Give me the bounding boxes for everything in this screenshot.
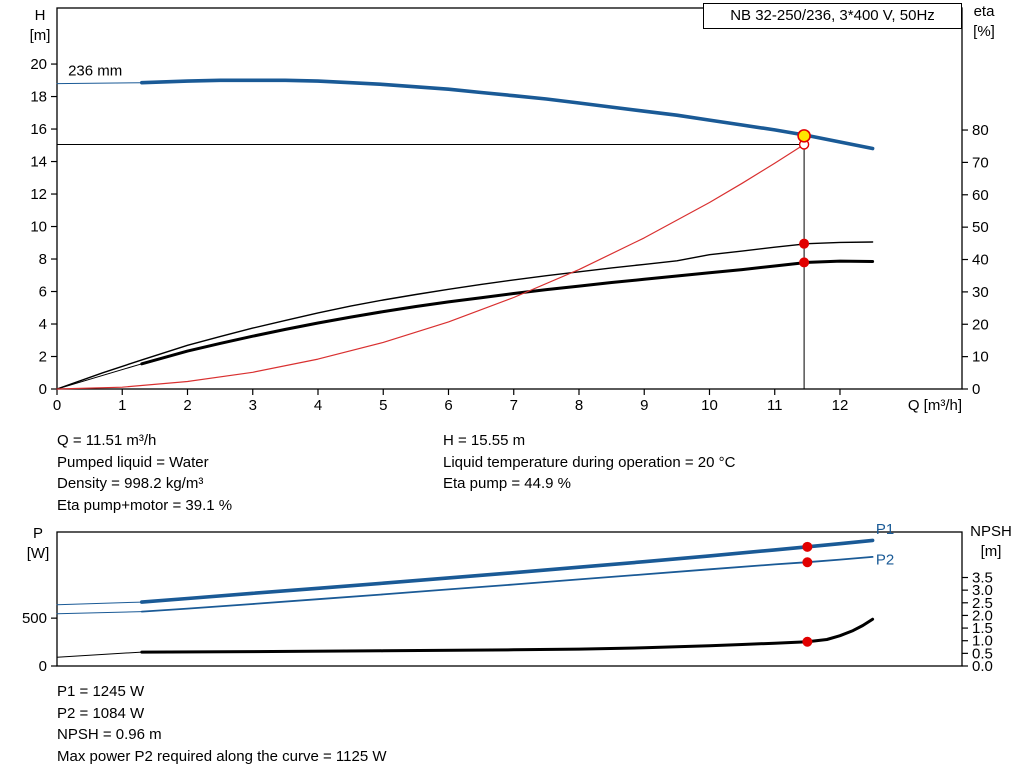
- eta-axis-header: eta [%]: [962, 2, 1006, 42]
- left-axis-tick-label: 500: [22, 610, 47, 627]
- npsh-curve: [140, 617, 875, 654]
- left-axis-tick-label: 0: [39, 381, 47, 398]
- p-axis-unit: [W]: [26, 545, 50, 562]
- eta-pump-duty-dot: [799, 238, 810, 249]
- duty-info-left: Q = 11.51 m³/h Pumped liquid = Water Den…: [57, 430, 232, 516]
- x-axis-tick-label: 1: [118, 397, 126, 414]
- impeller-diameter-label: 236 mm: [68, 63, 122, 80]
- plot-frame: [56, 531, 963, 667]
- right-axis-tick-label: 2.5: [972, 595, 993, 612]
- x-axis-tick-label: 2: [183, 397, 191, 414]
- npsh-axis-unit: [m]: [980, 543, 1002, 560]
- p2-curve-lead: [56, 611, 143, 615]
- p-axis-label: P: [32, 525, 43, 542]
- x-axis-tick-label: 0: [53, 397, 61, 414]
- eta-pump-motor-curve: [140, 259, 875, 366]
- plot-frame: [56, 7, 963, 390]
- p2-curve: [140, 556, 874, 613]
- power-info-block: P1 = 1245 W P2 = 1084 W NPSH = 0.96 m Ma…: [57, 681, 387, 767]
- x-axis-title: Q [m³/h]: [908, 397, 962, 414]
- p1-curve-label: P1: [876, 521, 894, 538]
- right-axis-tick-label: 20: [972, 316, 989, 333]
- left-axis-tick-label: 4: [39, 316, 47, 333]
- x-axis-tick-label: 12: [832, 397, 849, 414]
- eta-pump-motor-duty-dot: [799, 257, 810, 268]
- info-p2: P2 = 1084 W: [57, 704, 145, 722]
- p-axis-header: P [W]: [18, 524, 58, 564]
- right-axis-tick-label: 1.0: [972, 633, 993, 650]
- right-axis-tick-label: 1.5: [972, 620, 993, 637]
- right-axis-tick-label: 3.0: [972, 582, 993, 599]
- h-axis-header: H [m]: [20, 6, 60, 46]
- right-axis-tick-label: 0.0: [972, 658, 993, 675]
- info-liquid-temperature: Liquid temperature during operation = 20…: [443, 453, 736, 471]
- x-axis-tick-label: 10: [701, 397, 718, 414]
- info-p1: P1 = 1245 W: [57, 683, 145, 700]
- right-axis-tick-label: 70: [972, 154, 989, 171]
- x-axis-tick-label: 7: [510, 397, 518, 414]
- x-axis-tick-label: 9: [640, 397, 648, 414]
- x-axis-tick-label: 8: [575, 397, 583, 414]
- h-axis-label: H: [34, 7, 46, 24]
- right-axis-tick-label: 60: [972, 187, 989, 204]
- x-axis-tick-label: 3: [249, 397, 257, 414]
- info-density: Density = 998.2 kg/m³: [57, 475, 204, 492]
- duty-point: [797, 129, 811, 143]
- head-curve-236mm: [140, 78, 875, 151]
- left-axis-tick-label: 12: [30, 186, 47, 203]
- info-flow: Q = 11.51 m³/h: [57, 432, 157, 449]
- right-axis-tick-label: 30: [972, 284, 989, 301]
- eta-axis-unit: [%]: [973, 23, 995, 40]
- left-axis-tick-label: 2: [39, 349, 47, 366]
- left-axis-tick-label: 16: [30, 121, 47, 138]
- x-axis-tick-label: 5: [379, 397, 387, 414]
- npsh-axis-header: NPSH [m]: [962, 522, 1020, 562]
- x-axis-tick-label: 4: [314, 397, 322, 414]
- left-axis-tick-label: 14: [30, 154, 47, 171]
- duty-info-right: H = 15.55 m Liquid temperature during op…: [443, 430, 735, 495]
- info-npsh: NPSH = 0.96 m: [57, 726, 162, 743]
- npsh-axis-label: NPSH: [970, 523, 1012, 540]
- info-pumped-liquid: Pumped liquid = Water: [57, 453, 209, 471]
- right-axis-tick-label: 0.5: [972, 645, 993, 662]
- pump-title-box: NB 32-250/236, 3*400 V, 50Hz: [703, 3, 962, 29]
- info-max-power: Max power P2 required along the curve = …: [57, 747, 387, 765]
- right-axis-tick-label: 10: [972, 349, 989, 366]
- right-axis-tick-label: 3.5: [972, 570, 993, 587]
- p1-duty-dot: [802, 541, 813, 552]
- right-axis-tick-label: 40: [972, 252, 989, 269]
- right-axis-tick-label: 80: [972, 122, 989, 139]
- p2-curve-label: P2: [876, 551, 894, 568]
- head-curve-lead: [56, 82, 143, 85]
- npsh-duty-dot: [802, 636, 813, 647]
- system-curve: [56, 143, 805, 390]
- eta-pump-motor-lead: [56, 363, 143, 390]
- info-head: H = 15.55 m: [443, 432, 526, 449]
- left-axis-tick-label: 8: [39, 251, 47, 268]
- p1-curve-lead: [56, 601, 143, 606]
- npsh-curve-lead: [56, 651, 143, 658]
- right-axis-tick-label: 50: [972, 219, 989, 236]
- info-eta-pump: Eta pump = 44.9 %: [443, 475, 571, 492]
- info-eta-pump-motor: Eta pump+motor = 39.1 %: [57, 496, 233, 514]
- x-axis-tick-label: 6: [444, 397, 452, 414]
- left-axis-tick-label: 10: [30, 219, 47, 236]
- left-axis-tick-label: 20: [30, 56, 47, 73]
- right-axis-tick-label: 2.0: [972, 607, 993, 624]
- right-axis-tick-label: 0: [972, 381, 980, 398]
- eta-pump-curve: [56, 241, 874, 390]
- left-axis-tick-label: 18: [30, 89, 47, 106]
- p2-duty-dot: [802, 557, 813, 568]
- left-axis-tick-label: 6: [39, 284, 47, 301]
- eta-axis-label: eta: [973, 3, 995, 20]
- p1-curve: [140, 538, 875, 604]
- x-axis-tick-label: 11: [767, 397, 783, 414]
- h-axis-unit: [m]: [29, 27, 51, 44]
- left-axis-tick-label: 0: [39, 658, 47, 675]
